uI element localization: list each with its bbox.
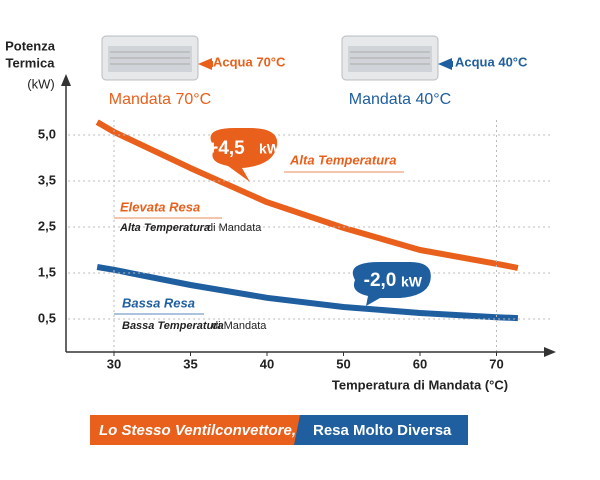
x-tick-label: 40 <box>260 356 274 371</box>
y-tick-label: 5,0 <box>38 126 56 141</box>
annotation: Alta Temperatura <box>289 152 396 167</box>
x-tick-label: 60 <box>413 356 427 371</box>
banner-right <box>294 415 468 445</box>
unit-icon-hot <box>101 35 213 81</box>
y-tick-label: 3,5 <box>38 172 56 187</box>
x-tick-label: 50 <box>336 356 350 371</box>
annotation: Bassa Resa <box>122 295 195 310</box>
x-tick-label: 70 <box>489 356 503 371</box>
bubble-low <box>352 262 431 306</box>
y-label: Potenza <box>5 38 56 53</box>
series-label: Mandata 70°C <box>109 91 211 108</box>
annotation: Elevata Resa <box>120 199 200 214</box>
annotation: Bassa Temperatura <box>122 320 224 332</box>
x-tick-label: 30 <box>107 356 121 371</box>
banner-left <box>90 415 306 445</box>
banner-text: Lo Stesso Ventilconvettore, <box>99 422 296 439</box>
series-line <box>95 119 519 271</box>
x-label: Temperatura di Mandata (°C) <box>332 377 508 392</box>
diff-unit: kW <box>259 141 281 157</box>
y-tick-label: 2,5 <box>38 218 56 233</box>
water-label: Acqua 40°C <box>455 54 528 69</box>
water-label: Acqua 70°C <box>213 54 286 69</box>
y-unit: (kW) <box>27 76 54 91</box>
x-tick-label: 35 <box>183 356 197 371</box>
annotation: Alta Temperatura <box>119 222 210 234</box>
bubble-high <box>210 128 278 182</box>
y-tick-label: 0,5 <box>38 310 56 325</box>
y-axis-arrow <box>61 74 71 86</box>
x-axis-arrow <box>544 347 556 357</box>
series-label: Mandata 40°C <box>349 91 451 108</box>
banner-text: Resa Molto Diversa <box>313 422 452 439</box>
y-tick-label: 1,5 <box>38 264 56 279</box>
diff-value: +4,5 <box>207 138 245 159</box>
series-line <box>96 264 519 322</box>
y-label: Termica <box>6 55 56 70</box>
annotation: di Mandata <box>212 320 267 332</box>
unit-icon-cold <box>341 35 453 81</box>
diff-value: -2,0 <box>364 270 397 291</box>
annotation: di Mandata <box>207 222 262 234</box>
diff-unit: kW <box>401 274 423 290</box>
